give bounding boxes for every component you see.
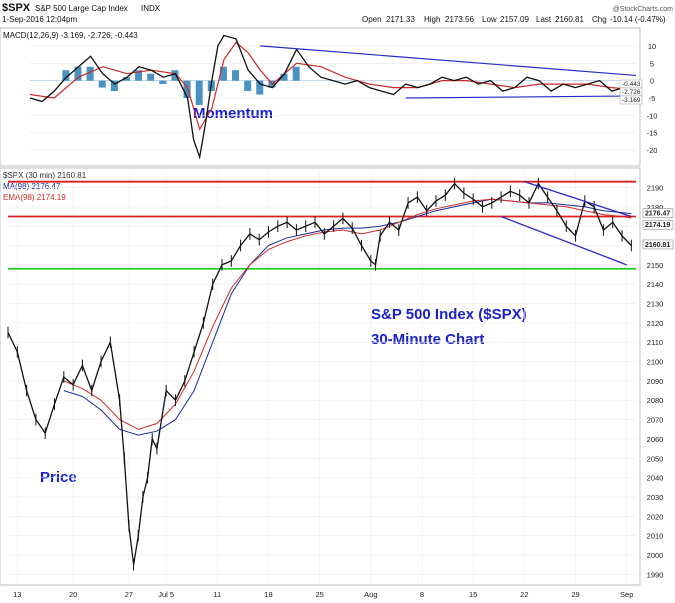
momentum-label: Momentum [193, 105, 273, 122]
macd-histogram-bar [122, 77, 130, 81]
macd-histogram-bar [74, 66, 82, 81]
price-value-label: 2160.81 [645, 242, 670, 249]
price-value-box [642, 239, 674, 250]
price-y-tick: 2060 [647, 435, 664, 444]
momentum-y-tick: -5 [649, 94, 656, 103]
price-panel: $SPX (30 min) 2160.81 MA(98) 2176.47 EMA… [0, 167, 674, 599]
macd-histogram-bar [110, 80, 118, 92]
price-y-tick: 2080 [647, 396, 664, 405]
price-y-tick: 2140 [647, 280, 664, 289]
momentum-y-tick: 5 [650, 59, 654, 68]
price-trendline-channel-upper [524, 181, 632, 218]
price-x-tick: 8 [420, 590, 424, 599]
header-open-value: 2171.33 [386, 15, 415, 24]
momentum-value-box [619, 95, 643, 105]
momentum-y-tick: -15 [647, 129, 658, 138]
macd-histogram-bar [147, 73, 155, 81]
momentum-value-label: -0.443 [622, 81, 641, 88]
header-high-value: 2173.56 [445, 15, 474, 24]
price-y-tick: 2110 [647, 338, 663, 347]
watermark: @StockCharts.com [613, 6, 674, 13]
price-trendline-channel-lower [500, 215, 627, 266]
macd-histogram-bar [62, 70, 70, 81]
macd-line [29, 34, 637, 160]
price-y-tick: 2070 [647, 416, 664, 425]
header-date: 1-Sep-2016 12:04pm [2, 15, 78, 24]
momentum-value-label: -2.726 [622, 89, 641, 96]
price-x-tick: 11 [213, 590, 221, 599]
price-x-tick: 25 [316, 590, 324, 599]
macd-histogram-bar [280, 73, 288, 81]
macd-histogram-bar [232, 70, 240, 81]
macd-histogram-bar [219, 66, 227, 81]
momentum-value-label: -3.169 [622, 97, 641, 104]
macd-histogram-bar [195, 80, 203, 105]
price-y-tick: 2120 [647, 319, 664, 328]
price-x-tick: 18 [264, 590, 272, 599]
price-y-tick: 2030 [647, 493, 664, 502]
momentum-panel: MACD(12,26,9) -3.169, -2.726, -0.443 Mom… [0, 27, 658, 167]
header-high-label: High [424, 15, 440, 24]
macd-histogram-bar [171, 70, 179, 81]
price-x-tick: Aug [364, 590, 377, 599]
macd-histogram-bar [183, 80, 191, 98]
price-y-tick: 2020 [647, 512, 664, 521]
momentum-y-tick: 10 [648, 42, 656, 51]
price-value-box [642, 219, 674, 230]
price-x-tick: 20 [69, 590, 77, 599]
price-x-tick: 15 [469, 590, 477, 599]
price-x-tick: 13 [13, 590, 21, 599]
price-y-tick: 2130 [647, 300, 664, 309]
macd-histogram-bar [98, 80, 106, 88]
macd-histogram-bar [86, 66, 94, 81]
price-annotation-subtitle: 30-Minute Chart [371, 331, 484, 348]
price-y-tick: 2090 [647, 377, 664, 386]
price-legend: $SPX (30 min) 2160.81 [3, 171, 87, 180]
header-low-value: 2157.09 [500, 15, 529, 24]
price-y-tick: 2040 [647, 474, 664, 483]
macd-histogram-bar [292, 66, 300, 81]
price-x-tick: Sep [620, 590, 633, 599]
price-y-tick: 2180 [647, 203, 664, 212]
price-y-tick: 2000 [647, 551, 664, 560]
ma-legend: MA(98) 2176.47 [3, 182, 61, 191]
price-frame [0, 167, 641, 586]
price-y-tick: 2050 [647, 454, 664, 463]
macd-histogram-bar [244, 80, 252, 92]
price-value-label: 2174.19 [645, 222, 670, 229]
macd-legend: MACD(12,26,9) -3.169, -2.726, -0.443 [3, 31, 138, 40]
momentum-y-tick: -10 [647, 111, 658, 120]
price-x-tick: 27 [125, 590, 133, 599]
momentum-y-tick: -20 [647, 146, 658, 155]
price-x-tick: 29 [571, 590, 579, 599]
header-exchange: INDX [141, 4, 161, 13]
momentum-trendline-lower [405, 95, 637, 99]
price-value-box [642, 208, 674, 218]
momentum-trendline-upper [260, 45, 637, 77]
price-x-tick: Jul 5 [158, 590, 174, 599]
price-y-tick: 1990 [647, 570, 664, 579]
header-chg-value: -10.14 (-0.47%) [610, 15, 666, 24]
momentum-y-tick: 0 [650, 77, 654, 86]
macd-histogram-bar [135, 70, 143, 81]
header-open-label: Open [362, 15, 382, 24]
header-symbol: $SPX [2, 2, 31, 14]
price-y-tick: 2100 [647, 358, 664, 367]
header-name: S&P 500 Large Cap Index [35, 4, 128, 13]
header-chg-label: Chg [592, 15, 607, 24]
price-annotation-title: S&P 500 Index ($SPX) [371, 306, 527, 323]
price-y-tick: 2010 [647, 532, 664, 541]
header-last-value: 2160.81 [555, 15, 584, 24]
macd-histogram-bar [159, 80, 167, 85]
header-last-label: Last [536, 15, 552, 24]
header-low-label: Low [482, 15, 497, 24]
price-y-tick: 2190 [647, 183, 664, 192]
price-value-label: 2176.47 [645, 211, 670, 218]
price-x-tick: 22 [520, 590, 528, 599]
ema-legend: EMA(98) 2174.19 [3, 193, 66, 202]
macd-histogram-bar [256, 80, 264, 95]
price-y-tick: 2150 [647, 261, 664, 270]
